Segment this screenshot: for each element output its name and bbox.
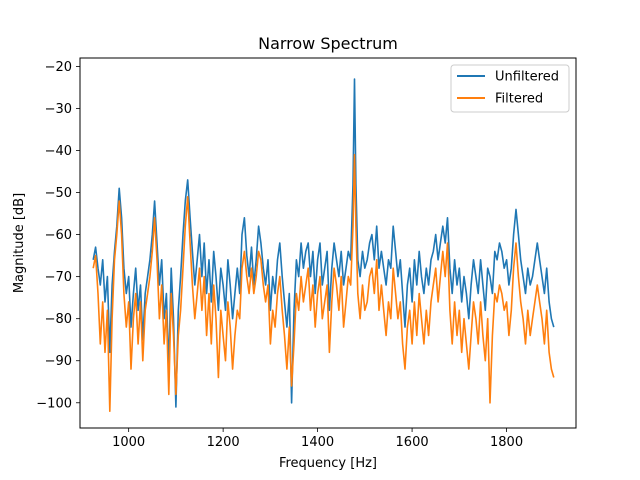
x-tick-label: 1600 — [396, 435, 429, 450]
series-group — [92, 78, 555, 412]
y-tick-label: −20 — [45, 60, 72, 75]
y-tick-label: −30 — [45, 102, 72, 117]
y-tick-label: −80 — [45, 312, 72, 327]
y-tick-label: −70 — [45, 270, 72, 285]
chart-title: Narrow Spectrum — [258, 34, 398, 53]
plot-area — [92, 78, 555, 412]
x-tick-label: 1000 — [112, 435, 145, 450]
legend: Unfiltered Filtered — [450, 64, 570, 113]
y-tick-label: −60 — [45, 228, 72, 243]
legend-label-unfiltered: Unfiltered — [495, 70, 559, 85]
x-axis: 1000 1200 1400 1600 1800 — [112, 428, 523, 450]
y-axis-label: Magnitude [dB] — [12, 193, 27, 293]
legend-label-filtered: Filtered — [495, 92, 543, 107]
y-tick-label: −90 — [45, 354, 72, 369]
y-axis: −20 −30 −40 −50 −60 −70 −80 −90 −100 — [36, 60, 80, 411]
x-tick-label: 1800 — [490, 435, 523, 450]
series-line-filtered — [92, 153, 555, 412]
y-tick-label: −40 — [45, 144, 72, 159]
y-tick-label: −50 — [45, 186, 72, 201]
x-tick-label: 1200 — [207, 435, 240, 450]
x-tick-label: 1400 — [301, 435, 334, 450]
plot-frame — [79, 57, 577, 429]
x-axis-label: Frequency [Hz] — [279, 456, 377, 471]
y-tick-label: −100 — [36, 396, 72, 411]
